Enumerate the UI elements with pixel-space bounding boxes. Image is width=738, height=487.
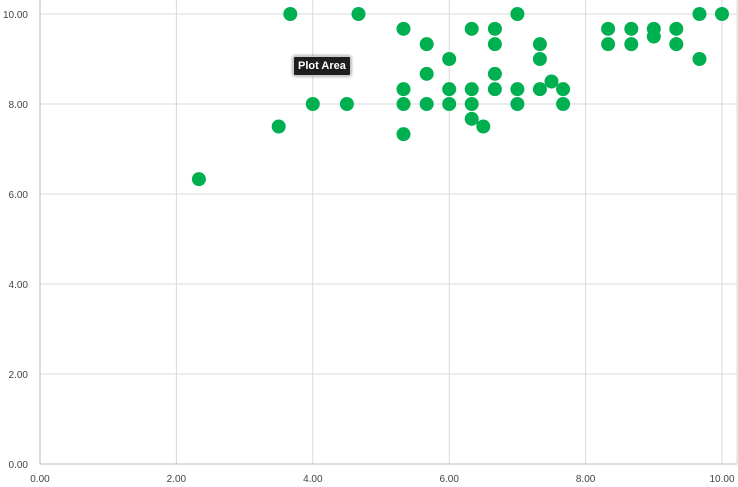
data-point[interactable] <box>692 7 707 21</box>
y-tick-label: 4.00 <box>9 280 29 291</box>
data-point[interactable] <box>532 52 547 66</box>
data-point[interactable] <box>442 97 457 111</box>
x-tick-label: 10.00 <box>709 474 734 485</box>
data-point[interactable] <box>283 7 298 21</box>
data-point[interactable] <box>601 37 616 52</box>
data-point[interactable] <box>601 21 616 36</box>
data-point[interactable] <box>556 82 571 97</box>
plot-area-tooltip: Plot Area <box>293 56 351 76</box>
data-point[interactable] <box>339 97 354 111</box>
y-tick-label: 2.00 <box>9 370 29 381</box>
data-point[interactable] <box>624 37 639 52</box>
data-point[interactable] <box>271 119 286 134</box>
y-tick-label: 10.00 <box>3 10 28 21</box>
data-point[interactable] <box>442 52 457 66</box>
data-point[interactable] <box>692 52 707 66</box>
data-point[interactable] <box>419 37 434 52</box>
data-point[interactable] <box>487 82 502 97</box>
data-point[interactable] <box>396 82 411 97</box>
data-point[interactable] <box>532 37 547 52</box>
data-point[interactable] <box>464 111 479 126</box>
data-point[interactable] <box>510 7 525 21</box>
data-point[interactable] <box>351 7 366 21</box>
data-point[interactable] <box>396 127 411 142</box>
data-point[interactable] <box>669 21 684 36</box>
data-point[interactable] <box>396 21 411 36</box>
data-point[interactable] <box>624 21 639 36</box>
data-point[interactable] <box>476 119 491 134</box>
data-point[interactable] <box>464 21 479 36</box>
data-point[interactable] <box>715 7 729 21</box>
data-point[interactable] <box>544 74 559 89</box>
data-point[interactable] <box>442 82 457 97</box>
data-point[interactable] <box>419 97 434 111</box>
data-point[interactable] <box>510 82 525 97</box>
data-point[interactable] <box>487 21 502 36</box>
x-tick-label: 2.00 <box>167 474 187 485</box>
y-tick-label: 8.00 <box>9 100 29 111</box>
data-point[interactable] <box>396 97 411 111</box>
data-point[interactable] <box>669 37 684 52</box>
data-point[interactable] <box>510 97 525 111</box>
data-point[interactable] <box>419 66 434 81</box>
data-point[interactable] <box>556 97 571 111</box>
data-point[interactable] <box>464 82 479 97</box>
x-tick-label: 6.00 <box>439 474 459 485</box>
x-tick-label: 0.00 <box>30 474 50 485</box>
data-point[interactable] <box>487 37 502 52</box>
data-point[interactable] <box>532 82 547 97</box>
data-point[interactable] <box>305 97 320 111</box>
y-tick-label: 0.00 <box>9 460 29 471</box>
data-point[interactable] <box>487 66 502 81</box>
x-tick-label: 4.00 <box>303 474 323 485</box>
data-point[interactable] <box>646 29 661 44</box>
data-point[interactable] <box>464 97 479 111</box>
x-tick-label: 8.00 <box>576 474 596 485</box>
data-point[interactable] <box>191 172 206 187</box>
y-tick-label: 6.00 <box>9 190 29 201</box>
